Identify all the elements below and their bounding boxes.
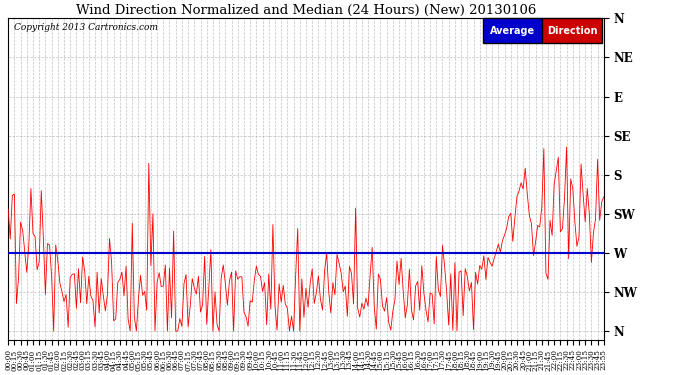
Title: Wind Direction Normalized and Median (24 Hours) (New) 20130106: Wind Direction Normalized and Median (24… bbox=[76, 4, 536, 17]
Text: Average: Average bbox=[490, 26, 535, 36]
Text: Copyright 2013 Cartronics.com: Copyright 2013 Cartronics.com bbox=[14, 23, 158, 32]
Text: Direction: Direction bbox=[546, 26, 598, 36]
